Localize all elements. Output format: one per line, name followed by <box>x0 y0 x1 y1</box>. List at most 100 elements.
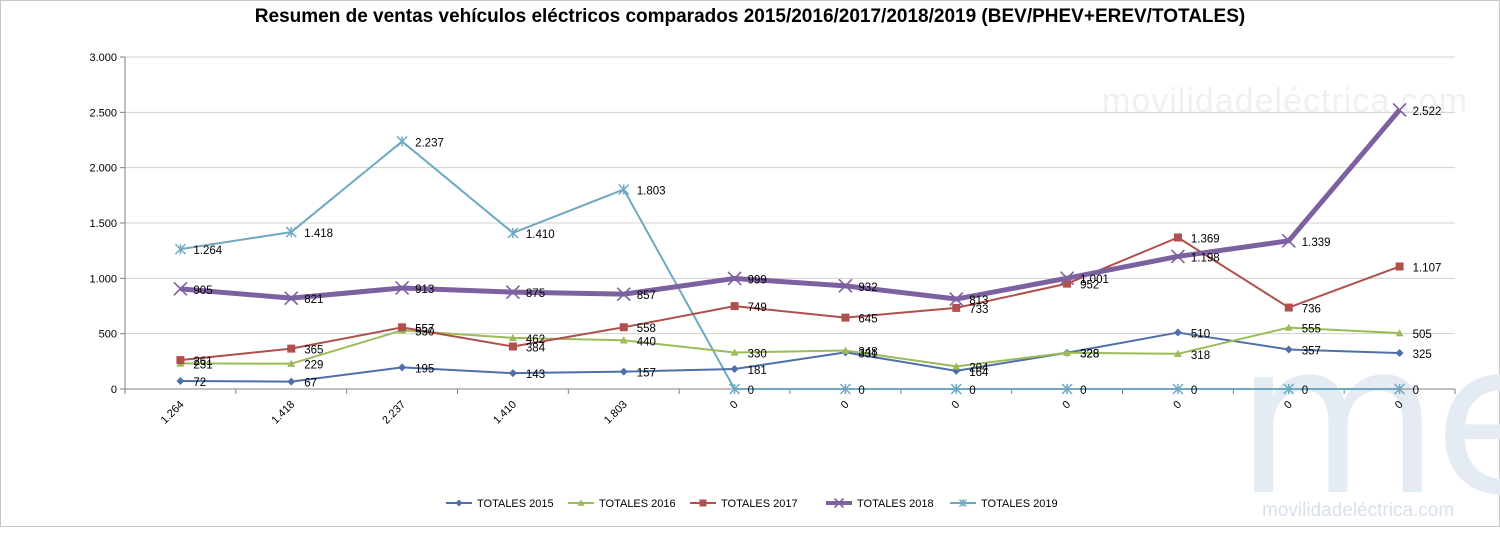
legend-entry: TOTALES 2015 <box>446 498 554 510</box>
data-label: 530 <box>415 326 434 338</box>
x-tick-label: 1.418 <box>269 399 297 427</box>
data-label: 1.107 <box>1413 262 1442 274</box>
data-point <box>1063 279 1072 288</box>
data-label: 999 <box>748 274 767 286</box>
data-label: 645 <box>858 314 877 326</box>
data-point <box>839 383 851 395</box>
data-point <box>455 499 463 507</box>
data-point <box>618 183 630 195</box>
data-point <box>1395 262 1404 271</box>
data-label: 736 <box>1302 304 1321 316</box>
data-point <box>284 291 299 306</box>
data-point <box>398 323 407 332</box>
data-label: 1.410 <box>526 229 555 241</box>
data-point <box>176 377 185 386</box>
data-point <box>396 135 408 147</box>
data-label: 749 <box>748 302 767 314</box>
data-label: 1.198 <box>1191 252 1220 264</box>
data-point <box>730 302 739 311</box>
x-tick-label: 1.803 <box>602 399 630 427</box>
series-line <box>180 108 1402 302</box>
data-point <box>287 377 296 386</box>
data-label: 328 <box>1080 349 1099 361</box>
data-label: 181 <box>748 365 767 377</box>
data-point <box>1173 349 1182 358</box>
data-point <box>1061 383 1073 395</box>
axes: 0 500 1.000 1.500 2.000 2.500 3.000 1.264 1.418 2… <box>89 52 1456 427</box>
data-point <box>841 346 850 354</box>
data-label: 557 <box>415 323 434 335</box>
data-point <box>730 364 739 373</box>
series-line <box>180 331 1400 383</box>
data-label: 875 <box>526 288 545 300</box>
data-label: 384 <box>526 343 546 355</box>
data-point <box>508 333 517 342</box>
data-label: 231 <box>193 359 212 371</box>
legend-entry: TOTALES 2019 <box>950 498 1058 510</box>
data-label: 204 <box>969 362 989 374</box>
x-tick-label: 0 <box>839 399 852 412</box>
y-tick-label: 0 <box>111 384 117 396</box>
data-label: 357 <box>1302 345 1321 357</box>
data-point <box>173 281 188 296</box>
data-point <box>1060 271 1075 286</box>
data-point <box>950 383 962 395</box>
data-label: 157 <box>637 368 656 380</box>
data-point <box>395 280 410 296</box>
data-label: 555 <box>1302 324 1321 336</box>
data-point <box>176 356 185 365</box>
series-totales-2015 <box>176 328 1404 386</box>
data-label: 1.264 <box>193 245 222 257</box>
data-label: 348 <box>858 346 877 358</box>
data-label: 1.803 <box>637 185 666 197</box>
data-point <box>398 363 407 372</box>
data-point <box>952 362 961 370</box>
data-point <box>619 367 628 376</box>
x-tick-label: 2.237 <box>380 399 408 427</box>
data-label: 1.418 <box>304 228 333 240</box>
series-totales-2017 <box>176 233 1404 365</box>
legend: TOTALES 2015 TOTALES 2016 TOTALES 2017 TOTA… <box>446 497 1058 510</box>
data-point <box>287 344 296 353</box>
data-point <box>508 369 517 378</box>
data-label: 462 <box>526 334 545 346</box>
x-tick-label: 0 <box>1060 399 1073 412</box>
series-totales-2016 <box>176 323 1404 370</box>
data-label: 913 <box>415 284 434 296</box>
data-label: 330 <box>748 348 767 360</box>
data-point <box>1284 303 1293 312</box>
data-label: 558 <box>637 323 656 335</box>
x-tick-label: 0 <box>950 399 963 412</box>
legend-label: TOTALES 2015 <box>477 498 554 510</box>
watermark-logo: me <box>1235 297 1500 542</box>
data-point <box>1394 383 1406 395</box>
data-point <box>949 291 964 307</box>
data-point <box>1283 383 1295 395</box>
legend-label: TOTALES 2018 <box>857 498 934 510</box>
data-label: 510 <box>1191 329 1210 341</box>
data-label: 821 <box>304 294 323 306</box>
data-point <box>729 383 741 395</box>
grid-lines <box>125 56 1455 335</box>
series-line <box>180 326 1400 368</box>
data-label: 813 <box>969 295 988 307</box>
data-label: 1.339 <box>1302 237 1331 249</box>
y-tick-label: 1.000 <box>89 273 117 285</box>
data-label: 72 <box>193 377 206 389</box>
chart-title: Resumen de ventas vehículos eléctricos c… <box>254 6 1246 27</box>
data-point <box>699 499 707 507</box>
data-point <box>285 226 297 238</box>
series-line <box>180 236 1400 362</box>
data-label: 325 <box>1413 349 1432 361</box>
data-point <box>1281 233 1296 248</box>
legend-entry: TOTALES 2018 <box>826 497 934 510</box>
data-label: 67 <box>304 378 317 390</box>
series-totales-2019 <box>174 135 1406 395</box>
data-label: 365 <box>304 345 323 357</box>
data-point <box>1170 249 1185 264</box>
data-label: 0 <box>1191 385 1197 397</box>
x-tick-label: 1.264 <box>159 399 187 427</box>
series-line <box>180 140 1400 390</box>
data-label: 932 <box>858 282 877 294</box>
data-label: 0 <box>969 385 975 397</box>
